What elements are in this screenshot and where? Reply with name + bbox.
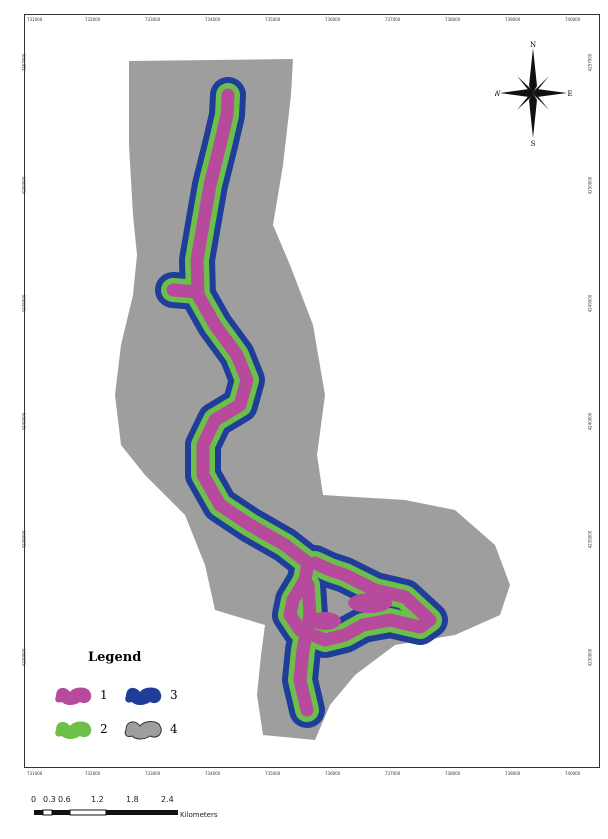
legend-label-4: 4 — [170, 722, 178, 736]
scale-unit: Kilometers — [180, 811, 218, 819]
scale-label-1: 0.3 — [43, 795, 56, 804]
y-tick-left-2: 4245000 — [21, 294, 27, 313]
y-tick-right-4: 4235000 — [587, 530, 593, 549]
scale-label-4: 1.8 — [126, 795, 139, 804]
x-tick-bottom-7: 738000 — [445, 771, 461, 776]
legend-item-1: 1 — [52, 684, 122, 708]
map-frame: 731000 732000 733000 734000 735000 73600… — [21, 14, 600, 776]
east-label: E — [567, 90, 572, 98]
legend-item-2: 2 — [52, 718, 122, 742]
scale-bar: 0 0.3 0.6 1.2 1.8 2.4 Kilometers — [28, 795, 268, 839]
x-tick-top-1: 732000 — [85, 17, 101, 22]
x-tick-bottom-2: 733000 — [145, 771, 161, 776]
north-label: N — [530, 41, 536, 49]
x-tick-top-7: 738000 — [445, 17, 461, 22]
x-tick-bottom-4: 735000 — [265, 771, 281, 776]
x-tick-top-6: 737000 — [385, 17, 401, 22]
legend-label-2: 2 — [100, 722, 108, 736]
x-tick-top-4: 735000 — [265, 17, 281, 22]
y-tick-left-3: 4240000 — [21, 412, 27, 431]
west-label: W — [495, 90, 501, 98]
x-tick-top-5: 736000 — [325, 17, 341, 22]
x-tick-top-0: 731000 — [27, 17, 43, 22]
legend-item-4: 4 — [122, 718, 192, 742]
scale-label-2: 0.6 — [58, 795, 71, 804]
x-tick-top-9: 740000 — [565, 17, 581, 22]
y-tick-right-0: 4257000 — [587, 53, 593, 72]
x-tick-bottom-8: 739000 — [505, 771, 521, 776]
y-tick-right-1: 4250000 — [587, 176, 593, 195]
south-label: S — [531, 140, 536, 148]
x-tick-bottom-6: 737000 — [385, 771, 401, 776]
legend: Legend 1 3 2 4 — [50, 640, 210, 750]
legend-swatch-3 — [125, 687, 162, 705]
north-arrow: N S E W — [493, 38, 575, 148]
y-tick-left-1: 4250000 — [21, 176, 27, 195]
scale-label-0: 0 — [31, 795, 37, 804]
y-tick-left-0: 4257000 — [21, 53, 27, 72]
x-tick-bottom-3: 734000 — [205, 771, 221, 776]
x-tick-bottom-9: 740000 — [565, 771, 581, 776]
legend-label-3: 3 — [170, 688, 178, 702]
y-tick-right-2: 4245000 — [587, 294, 593, 313]
x-tick-bottom-5: 736000 — [325, 771, 341, 776]
legend-label-1: 1 — [100, 688, 108, 702]
x-tick-top-2: 733000 — [145, 17, 161, 22]
map-canvas — [115, 59, 510, 740]
legend-title: Legend — [88, 650, 142, 665]
y-tick-right-3: 4240000 — [587, 412, 593, 431]
zone-1-core-blob-2 — [309, 612, 341, 630]
zone-1-core — [166, 88, 437, 717]
legend-swatch-4 — [124, 721, 162, 740]
x-tick-bottom-1: 732000 — [85, 771, 101, 776]
y-tick-left-5: 4230000 — [21, 648, 27, 667]
legend-swatch-2 — [55, 721, 92, 739]
y-tick-left-4: 4235000 — [21, 530, 27, 549]
x-tick-top-8: 739000 — [505, 17, 521, 22]
zone-1-core-blob — [348, 593, 392, 613]
scale-bar-graphic — [34, 809, 178, 816]
legend-swatch-1 — [55, 687, 92, 705]
compass-rose-icon: N S E W — [493, 41, 572, 148]
scale-label-3: 1.2 — [91, 795, 104, 804]
legend-item-3: 3 — [122, 684, 192, 708]
x-tick-top-3: 734000 — [205, 17, 221, 22]
x-tick-bottom-0: 731000 — [27, 771, 43, 776]
y-tick-right-5: 4230000 — [587, 648, 593, 667]
scale-label-5: 2.4 — [161, 795, 174, 804]
